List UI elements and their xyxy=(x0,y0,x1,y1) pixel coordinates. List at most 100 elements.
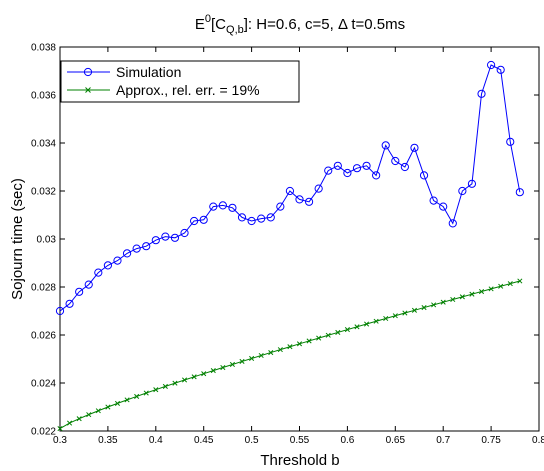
legend-approx-label: Approx., rel. err. = 19% xyxy=(116,82,260,98)
series-approx-point xyxy=(268,349,274,356)
series-approx-point xyxy=(114,400,121,406)
title-bracket-open: [C xyxy=(211,16,226,33)
y-tick-label: 0.034 xyxy=(31,139,56,150)
series-approx-point xyxy=(124,397,130,403)
chart-title: E0[CQ,b]: H=0.6, c=5, Δ t=0.5ms xyxy=(195,13,405,36)
x-tick-label: 0.8 xyxy=(532,435,544,446)
x-tick-label: 0.5 xyxy=(245,435,259,446)
x-tick-label: 0.45 xyxy=(194,435,214,446)
series-approx-point xyxy=(86,412,92,418)
series-simulation-line xyxy=(59,64,521,312)
series-simulation-point xyxy=(84,280,93,289)
series-simulation-point xyxy=(55,306,65,316)
series-simulation-point xyxy=(276,202,285,211)
series-approx-point xyxy=(498,283,504,289)
series-approx-point xyxy=(306,338,312,344)
y-tick-label: 0.024 xyxy=(31,379,56,390)
series-approx-point xyxy=(229,361,235,368)
series-simulation-point xyxy=(487,60,496,70)
series-simulation-point xyxy=(515,188,524,197)
series-approx-point xyxy=(450,296,456,303)
series-simulation-point xyxy=(103,261,113,270)
series-approx-point xyxy=(67,420,73,426)
series-simulation-point xyxy=(199,215,208,224)
x-axis: 0.3 0.35 0.4 0.45 0.5 0.55 0.6 0.65 0.7 0.75 0.8 xyxy=(53,47,544,446)
series-simulation-point xyxy=(314,184,323,193)
series-simulation-point xyxy=(161,232,170,241)
series-simulation-point xyxy=(218,201,227,210)
series-layer xyxy=(55,60,524,432)
series-simulation-point xyxy=(439,202,448,211)
legend-simulation-label: Simulation xyxy=(116,64,181,80)
series-simulation-point xyxy=(285,186,295,196)
series-approx-point xyxy=(181,377,188,383)
series-simulation-point xyxy=(429,196,438,205)
series-simulation-point xyxy=(467,179,477,188)
series-simulation-point xyxy=(132,244,141,253)
series-approx-point xyxy=(76,416,82,422)
series-simulation-point xyxy=(496,65,505,74)
series-approx-point xyxy=(411,307,418,313)
series-approx-point xyxy=(517,278,523,284)
x-tick-label: 0.65 xyxy=(386,435,406,446)
series-simulation-point xyxy=(362,161,371,170)
series-approx-point xyxy=(402,310,408,316)
series-approx-point xyxy=(105,404,111,410)
series-approx-point xyxy=(383,315,389,322)
y-tick-label: 0.036 xyxy=(31,91,56,102)
legend-approx-marker xyxy=(85,87,91,93)
series-approx-point xyxy=(431,302,437,308)
title-main: E xyxy=(195,16,205,33)
legend: Simulation Approx., rel. err. = 19% xyxy=(60,60,300,103)
series-simulation-point xyxy=(352,164,362,173)
series-simulation-point xyxy=(372,171,381,180)
series-simulation-point xyxy=(266,213,275,222)
series-simulation-point xyxy=(391,156,400,166)
x-tick-label: 0.55 xyxy=(290,435,310,446)
series-approx-point xyxy=(277,347,283,353)
series-simulation-point xyxy=(295,195,304,204)
series-approx-point xyxy=(325,332,331,338)
series-approx-point xyxy=(153,387,159,393)
y-tick-label: 0.032 xyxy=(31,187,56,198)
legend-simulation-marker xyxy=(83,67,93,77)
series-approx-point xyxy=(134,393,140,399)
series-approx-point xyxy=(210,368,216,374)
series-approx-point xyxy=(316,335,322,341)
y-axis-label: Sojourn time (sec) xyxy=(9,178,26,300)
x-tick-label: 0.7 xyxy=(436,435,450,446)
x-tick-label: 0.75 xyxy=(481,435,501,446)
x-tick-label: 0.4 xyxy=(149,435,163,446)
x-axis-label: Threshold b xyxy=(260,452,339,469)
y-tick-label: 0.026 xyxy=(31,331,56,342)
series-simulation-point xyxy=(324,166,333,175)
series-approx-point xyxy=(296,341,303,347)
series-simulation-point xyxy=(151,236,160,245)
y-tick-label: 0.028 xyxy=(31,283,56,294)
series-simulation-point xyxy=(343,168,352,178)
series-simulation-point xyxy=(113,256,122,265)
x-tick-label: 0.3 xyxy=(53,435,67,446)
series-approx-point xyxy=(344,327,350,333)
plot-area xyxy=(59,46,540,432)
series-approx-point xyxy=(335,329,341,335)
title-superscript: 0 xyxy=(205,13,211,25)
series-simulation-point xyxy=(419,171,429,180)
series-simulation-point xyxy=(381,141,390,150)
series-approx-point xyxy=(191,374,197,380)
series-simulation-point xyxy=(400,162,409,172)
series-approx-point xyxy=(162,383,168,389)
series-simulation-point xyxy=(94,268,103,277)
series-approx-point xyxy=(478,288,485,295)
series-simulation-point xyxy=(228,203,237,212)
series-approx-point xyxy=(364,321,370,327)
y-tick-label: 0.038 xyxy=(31,43,56,54)
series-simulation-point xyxy=(448,219,457,228)
series-approx-point xyxy=(469,291,475,297)
y-tick-label: 0.022 xyxy=(31,427,56,438)
series-simulation-point xyxy=(410,143,419,152)
title-rest: ]: H=0.6, c=5, Δ t=0.5ms xyxy=(244,16,405,33)
series-approx-point xyxy=(488,286,494,292)
series-simulation-point xyxy=(257,214,266,223)
